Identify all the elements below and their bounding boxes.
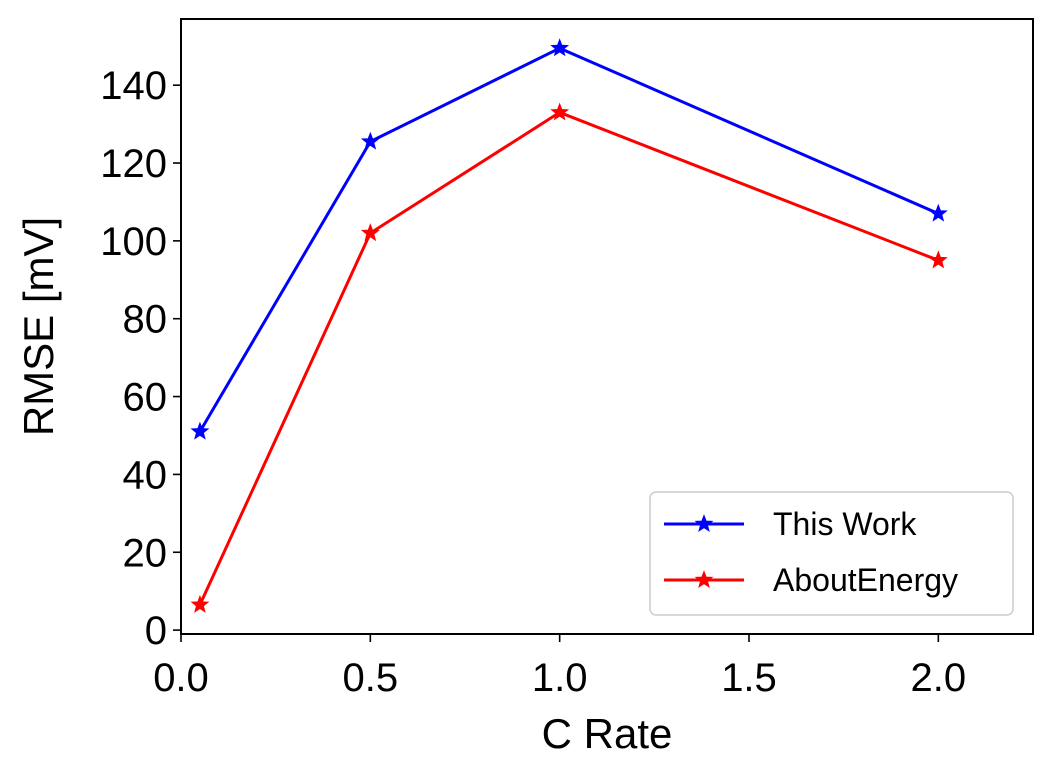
data-point-aboutenergy	[550, 102, 570, 121]
series-layer	[190, 38, 948, 613]
y-tick-label: 20	[123, 531, 168, 575]
y-tick-label: 80	[123, 298, 168, 342]
x-axis-label: C Rate	[542, 710, 673, 757]
legend-marker	[694, 570, 714, 589]
legend-label: This Work	[773, 506, 917, 542]
y-tick-label: 0	[145, 609, 167, 653]
legend-item-this-work: This Work	[664, 506, 917, 542]
data-point-aboutenergy	[190, 594, 210, 613]
series-this-work	[190, 38, 948, 440]
y-axis-label: RMSE [mV]	[15, 217, 62, 436]
data-point-this-work	[550, 38, 570, 57]
x-tick-label: 1.0	[532, 656, 588, 700]
x-axis-ticks: 0.0 0.5 1.0 1.5 2.0	[153, 634, 966, 700]
data-point-this-work	[190, 421, 210, 440]
legend: This Work AboutEnergy	[649, 491, 1014, 616]
legend-marker	[694, 514, 714, 533]
y-tick-label: 40	[123, 453, 168, 497]
series-line-aboutenergy	[198, 110, 939, 606]
data-point-aboutenergy	[360, 223, 380, 242]
legend-label: AboutEnergy	[773, 562, 958, 598]
data-point-aboutenergy	[928, 250, 948, 269]
data-point-this-work	[360, 131, 380, 150]
y-tick-label: 140	[100, 64, 167, 108]
series-line-this-work	[198, 46, 939, 433]
y-tick-label: 60	[123, 376, 168, 420]
data-point-this-work	[928, 203, 948, 222]
x-tick-label: 2.0	[911, 656, 967, 700]
y-tick-label: 100	[100, 220, 167, 264]
plot-frame	[180, 18, 1034, 635]
x-tick-label: 1.5	[721, 656, 777, 700]
x-tick-label: 0.0	[153, 656, 209, 700]
x-tick-label: 0.5	[343, 656, 399, 700]
y-axis-ticks: 0 20 40 60 80 100 120 140	[100, 64, 181, 653]
y-tick-label: 120	[100, 142, 167, 186]
series-aboutenergy	[190, 102, 948, 613]
legend-item-aboutenergy: AboutEnergy	[664, 562, 958, 598]
